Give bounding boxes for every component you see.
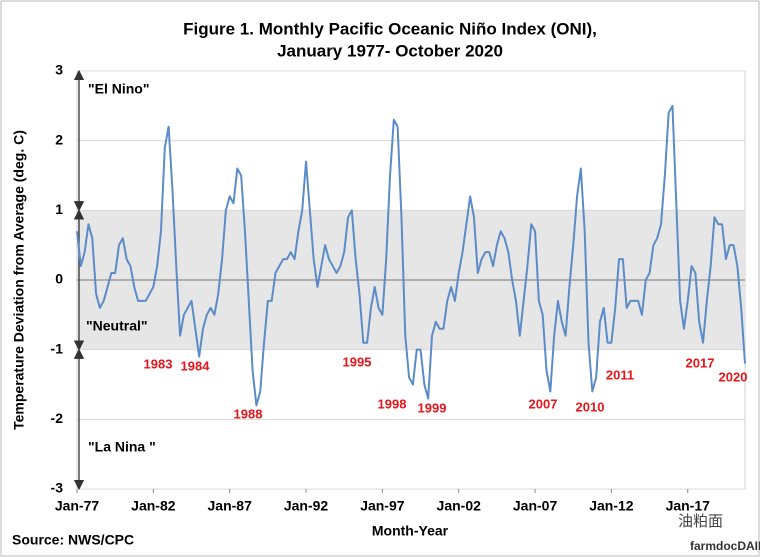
x-tick-label: Jan-97: [360, 498, 405, 514]
year-annotation: 1995: [343, 354, 372, 369]
y-tick-label: -1: [51, 340, 64, 356]
chart-title: January 1977- October 2020: [277, 41, 503, 60]
y-axis-title: Temperature Deviation from Average (deg.…: [11, 130, 27, 430]
x-tick-label: Jan-92: [284, 498, 329, 514]
y-tick-label: 1: [55, 201, 63, 217]
year-annotation: 2010: [576, 399, 605, 414]
y-tick-label: 0: [55, 271, 63, 287]
x-axis-title: Month-Year: [372, 523, 449, 539]
year-annotation: 2011: [606, 367, 634, 382]
x-tick-label: Jan-07: [513, 498, 558, 514]
year-annotation: 1998: [378, 396, 407, 411]
watermark: 油粕面: [678, 513, 723, 530]
x-tick-label: Jan-12: [589, 498, 634, 514]
region-label: "El Nino": [88, 81, 150, 97]
watermark: farmdocDAILY: [690, 539, 760, 553]
year-annotation: 1988: [234, 406, 263, 421]
region-label: "La Nina ": [88, 439, 156, 455]
y-tick-label: -2: [51, 410, 64, 426]
y-tick-label: 2: [55, 131, 63, 147]
x-tick-label: Jan-87: [208, 498, 253, 514]
x-tick-label: Jan-02: [437, 498, 482, 514]
x-tick-label: Jan-17: [666, 498, 711, 514]
year-annotation: 1983: [144, 356, 173, 371]
year-annotation: 1984: [181, 358, 211, 373]
year-annotation: 2017: [686, 355, 715, 370]
region-label: "Neutral": [86, 318, 148, 334]
oni-line: [76, 104, 746, 407]
year-annotation: 2020: [719, 369, 748, 384]
year-annotation: 2007: [529, 396, 558, 411]
chart-title: Figure 1. Monthly Pacific Oceanic Niño I…: [183, 19, 597, 38]
source: Source: NWS/CPC: [12, 532, 134, 548]
y-tick-label: -3: [51, 480, 64, 496]
year-annotation: 1999: [418, 400, 447, 415]
x-tick-label: Jan-82: [131, 498, 176, 514]
y-tick-label: 3: [55, 62, 63, 78]
x-tick-label: Jan-77: [55, 498, 100, 514]
